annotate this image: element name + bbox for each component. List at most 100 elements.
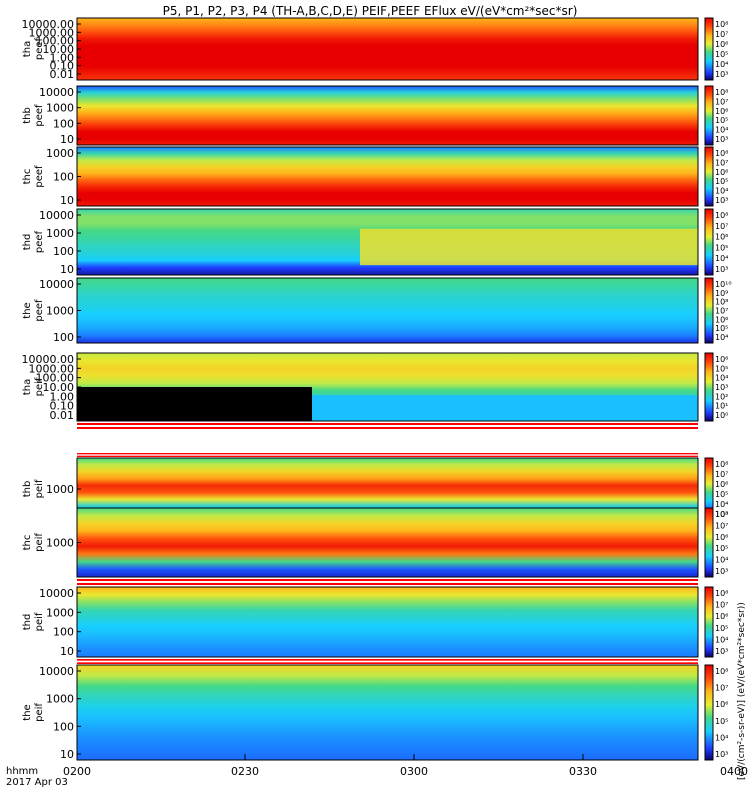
colorbar-tick-label: 10⁵ [715, 324, 728, 333]
panel-ylabel: thdpeef [22, 230, 45, 253]
colorbar-tick-label: 10⁷ [715, 307, 728, 316]
overflow-stripe-lower-2 [77, 583, 698, 585]
colorbar [704, 277, 714, 344]
colorbar-tick-label: 10⁶ [715, 40, 728, 49]
colorbar-tick-label: 10⁸ [715, 149, 728, 158]
ytick-label: 1.00 [50, 390, 75, 403]
colorbar-tick-label: 10³ [715, 750, 728, 759]
panel-ylabel-line: the [22, 302, 33, 318]
colorbar-tick-label: 10⁴ [715, 60, 728, 69]
panel-ylabel-line: the [22, 704, 33, 720]
overflow-stripe-lower-1 [77, 455, 698, 457]
ytick-label: 100.00 [36, 372, 75, 385]
colorbar-tick-label: 10⁹ [715, 289, 728, 298]
ytick-label: 100 [53, 245, 74, 258]
panel-ylabel-line: peif [34, 612, 45, 631]
ytick-label: 10000 [39, 209, 74, 222]
spectrogram-image [77, 587, 698, 657]
ytick-label: 10000 [39, 278, 74, 291]
colorbar-tick-label: 10³ [715, 265, 728, 274]
ytick-label: 100 [53, 626, 74, 639]
ytick-label: 1000.00 [29, 26, 75, 39]
ytick-label: 1000 [46, 606, 74, 619]
spectrogram-image [77, 508, 698, 577]
spectrogram-image [77, 278, 698, 343]
colorbar-tick-label: 10³ [715, 70, 728, 79]
time-tick-0300: 0300 [400, 765, 428, 778]
ytick-label: 1000.00 [29, 362, 75, 375]
colorbar-tick-label: 10⁶ [715, 233, 728, 242]
ytick-label: 100 [53, 171, 74, 184]
spectrogram-image [77, 147, 698, 206]
spectrogram-image [77, 665, 698, 760]
colorbar-tick-label: 10⁸ [715, 88, 728, 97]
ytick-label: 1000 [46, 483, 74, 496]
ytick-label: 10 [60, 133, 74, 146]
colorbar-tick-label: 10⁷ [715, 521, 728, 530]
colorbar-tick-label: 10⁴ [715, 733, 728, 742]
colorbar [704, 208, 714, 276]
colorbar-tick-label: 10⁴ [715, 187, 728, 196]
colorbar-tick-label: 10³ [715, 567, 728, 576]
ytick-label: 10000.00 [22, 353, 75, 366]
panel-ylabel-line: peef [34, 104, 45, 127]
ytick-label: 100.00 [36, 35, 75, 48]
ytick-label: 100 [53, 331, 74, 344]
ytick-label: 10 [60, 263, 74, 276]
panel-frame [76, 586, 699, 658]
panel-ylabel-line: tha [22, 379, 33, 395]
panel-ylabel: thbpeif [22, 479, 45, 498]
panel-the-peef: thepeef 10000 1000 100 10¹⁰10⁹10⁸10⁷10⁶10⁵10… [22, 277, 732, 344]
colorbar [704, 664, 714, 761]
panel-ylabel-line: peef [34, 37, 45, 60]
colorbar-tick-label: 10⁴ [715, 333, 728, 342]
colorbar-tick-label: 10³ [715, 135, 728, 144]
colorbar-tick-label: 10⁶ [715, 355, 728, 364]
colorbar-tick-label: 10⁷ [715, 601, 728, 610]
panel-ylabel: thapeif [22, 377, 45, 396]
colorbar-tick-label: 10¹⁰ [715, 280, 732, 289]
colorbar-tick-label: 10² [715, 392, 728, 401]
time-axis-label-hhmm: hhmm [6, 766, 38, 777]
panel-frame [76, 208, 699, 276]
panel-frame [76, 85, 699, 146]
panels: thapeef10000.001000.00100.0010.001.000.1… [22, 17, 732, 761]
colorbar [704, 586, 714, 658]
ytick-label: 100 [53, 720, 74, 733]
panel-ylabel: thapeef [22, 37, 45, 60]
colorbar-tick-label: 10⁷ [715, 30, 728, 39]
panel-ylabel-line: peif [34, 533, 45, 552]
ytick-label: 10000 [39, 86, 74, 99]
panel-ylabel: thcpeef [22, 165, 45, 188]
colorbar-tick-label: 10³ [715, 196, 728, 205]
ytick-label: 10.00 [43, 381, 75, 394]
ytick-label: 10 [60, 748, 74, 761]
colorbar [704, 352, 714, 422]
ytick-label: 10000.00 [22, 18, 75, 31]
time-tick-0230: 0230 [231, 765, 259, 778]
panel-tha-peif: thapeif 10000.001000.00100.0010.001.000.1… [22, 352, 728, 422]
panel-ylabel-line: peef [34, 230, 45, 253]
panel-ylabel-line: tha [22, 41, 33, 57]
colorbar-tick-label: 10⁴ [715, 635, 728, 644]
colorbar-tick-label: 10³ [715, 383, 728, 392]
overflow-stripe-3 [77, 659, 698, 661]
colorbar-tick-label: 10³ [715, 510, 728, 519]
time-tick-0400: 0400 [720, 765, 748, 778]
ytick-label: 10000 [39, 587, 74, 600]
colorbar-tick-label: 10⁸ [715, 667, 728, 676]
colorbar-tick-label: 10⁸ [715, 510, 728, 519]
panel-ylabel-line: peef [34, 165, 45, 188]
panel-ylabel: thdpeif [22, 612, 45, 631]
panel-ylabel: thcpeif [22, 533, 45, 552]
colorbar-tick-label: 10⁶ [715, 700, 728, 709]
colorbar-tick-label: 10⁶ [715, 107, 728, 116]
ytick-label: 10 [60, 645, 74, 658]
spectrogram-image [77, 86, 698, 145]
high-flux-region [360, 228, 698, 266]
panel-ylabel-line: peif [34, 377, 45, 396]
colorbar-tick-label: 10⁷ [715, 158, 728, 167]
colorbar-tick-label: 10³ [715, 647, 728, 656]
